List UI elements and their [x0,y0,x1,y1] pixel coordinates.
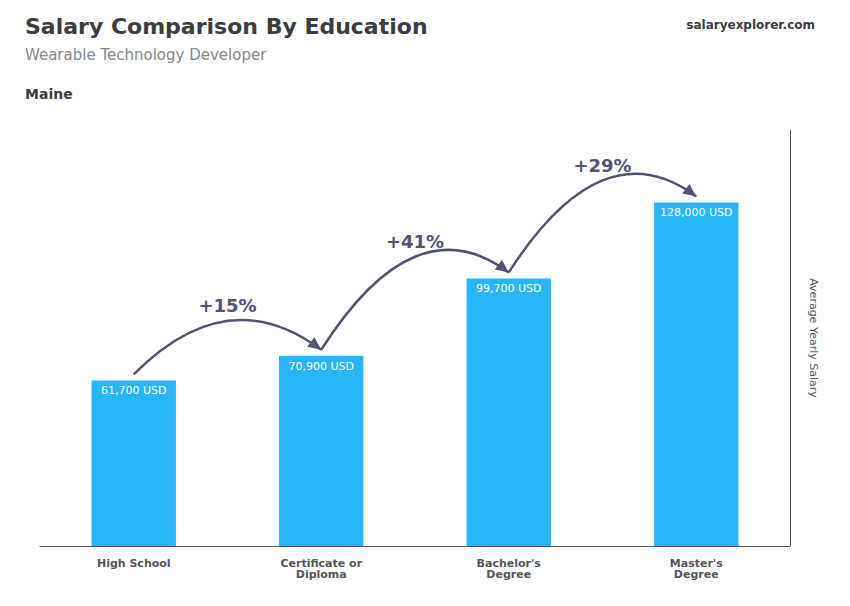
svg-text:Maine: Maine [25,86,73,102]
svg-text:Bachelor's: Bachelor's [476,557,541,570]
svg-text:+15%: +15% [198,295,256,316]
svg-text:salaryexplorer.com: salaryexplorer.com [686,18,815,32]
svg-text:70,900 USD: 70,900 USD [289,360,355,373]
svg-text:Certificate or: Certificate or [280,557,363,570]
svg-text:Salary Comparison By Education: Salary Comparison By Education [25,14,428,39]
svg-text:Degree: Degree [674,568,719,581]
svg-text:Master's: Master's [669,557,723,570]
svg-text:61,700 USD: 61,700 USD [101,384,167,397]
svg-text:Degree: Degree [486,568,531,581]
svg-text:Diploma: Diploma [296,568,347,581]
svg-text:Average Yearly Salary: Average Yearly Salary [807,278,820,398]
svg-text:+29%: +29% [573,155,631,176]
svg-text:128,000 USD: 128,000 USD [660,206,733,219]
svg-text:99,700 USD: 99,700 USD [476,282,542,295]
svg-text:Wearable Technology Developer: Wearable Technology Developer [25,46,267,64]
svg-text:High School: High School [97,557,171,570]
svg-text:+41%: +41% [386,231,444,252]
